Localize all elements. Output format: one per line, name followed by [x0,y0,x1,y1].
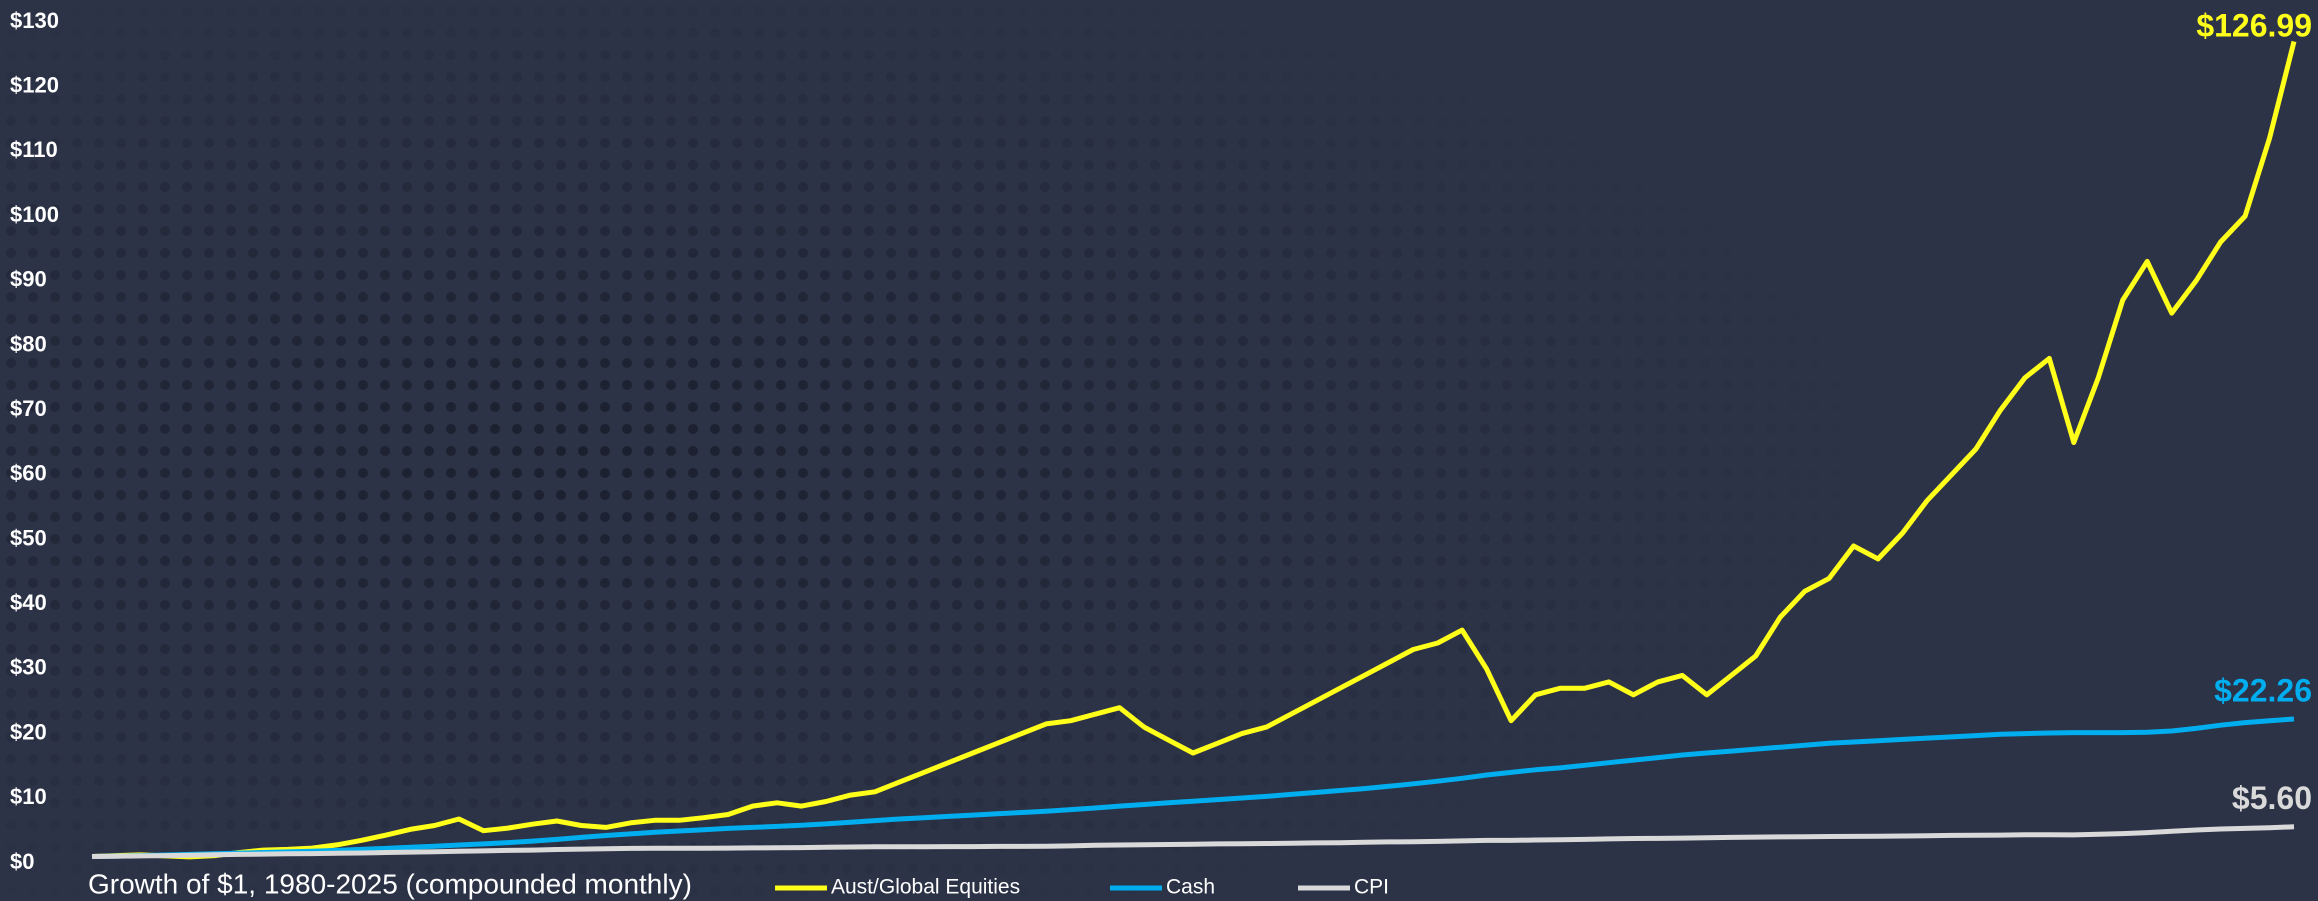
y-tick-label: $100 [10,202,59,227]
y-tick-label: $10 [10,784,47,809]
chart-title: Growth of $1, 1980-2025 (compounded mont… [88,868,692,899]
y-tick-label: $30 [10,655,47,680]
y-tick-label: $40 [10,590,47,615]
series-line [91,40,2297,860]
value-label: $22.26 [2214,672,2312,708]
y-tick-label: $50 [10,525,47,550]
series-line [91,716,2295,859]
y-tick-label: $90 [10,267,47,292]
series-line [91,824,2295,859]
y-tick-label: $20 [10,719,47,744]
y-tick-label: $70 [10,396,47,421]
legend-label: Cash [1166,876,1215,899]
y-tick-label: $120 [10,73,59,98]
y-tick-label: $130 [10,8,59,33]
y-tick-label: $60 [10,461,47,486]
value-label: $126.99 [2196,7,2312,43]
y-tick-label: $110 [10,137,58,162]
legend-label: CPI [1354,876,1389,899]
value-label: $5.60 [2232,780,2312,816]
y-tick-label: $0 [10,849,34,874]
y-tick-label: $80 [10,331,47,356]
legend-label: Aust/Global Equities [831,876,1020,899]
